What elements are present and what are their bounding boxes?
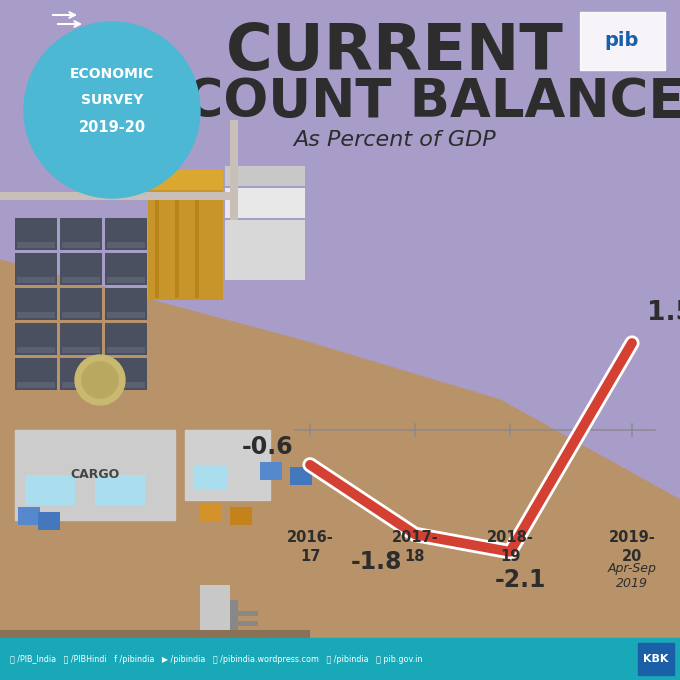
Text: SURVEY: SURVEY	[81, 93, 143, 107]
Bar	[238, 621, 258, 626]
Bar	[225, 220, 305, 280]
Text: As Percent of GDP: As Percent of GDP	[294, 130, 496, 150]
Bar	[17, 382, 55, 388]
Bar	[200, 585, 230, 630]
Bar	[17, 347, 55, 353]
Bar	[260, 462, 282, 480]
Bar	[60, 358, 102, 390]
Bar	[107, 382, 145, 388]
Bar	[0, 638, 680, 680]
Text: -1.8: -1.8	[352, 550, 403, 575]
Bar	[580, 12, 665, 70]
Bar	[60, 253, 102, 285]
Bar	[18, 507, 40, 525]
Bar	[238, 611, 258, 616]
Text: ACCOUNT BALANCE: ACCOUNT BALANCE	[105, 76, 680, 128]
Bar	[62, 382, 100, 388]
Bar	[60, 218, 102, 250]
Text: -0.6: -0.6	[242, 435, 294, 459]
Bar	[155, 192, 159, 298]
Bar	[193, 465, 228, 490]
Bar	[105, 323, 147, 355]
Bar	[225, 188, 305, 218]
Bar	[60, 323, 102, 355]
Bar	[230, 600, 238, 630]
Text: 1.5: 1.5	[647, 300, 680, 326]
Text: 2017-
18: 2017- 18	[392, 530, 439, 564]
Bar	[62, 312, 100, 318]
Text: ECONOMIC: ECONOMIC	[70, 67, 154, 81]
Circle shape	[24, 22, 200, 198]
Bar	[15, 323, 57, 355]
Bar	[107, 242, 145, 248]
Bar	[15, 218, 57, 250]
Bar	[17, 312, 55, 318]
Bar	[62, 277, 100, 283]
Bar	[107, 347, 145, 353]
Text: 2019-
20: 2019- 20	[609, 530, 656, 564]
Bar	[105, 218, 147, 250]
Bar	[225, 166, 305, 186]
Bar	[148, 170, 223, 190]
Text: CARGO: CARGO	[70, 469, 120, 481]
Bar	[62, 242, 100, 248]
Text: pib: pib	[605, 31, 639, 50]
Bar	[17, 242, 55, 248]
Bar	[195, 192, 199, 298]
Text: -2.1: -2.1	[494, 568, 545, 592]
Bar	[638, 643, 674, 675]
Bar	[290, 467, 312, 485]
Bar	[25, 475, 75, 505]
Bar	[15, 253, 57, 285]
Bar	[148, 190, 223, 300]
Text: CURRENT: CURRENT	[226, 21, 564, 83]
Bar	[15, 358, 57, 390]
Bar	[0, 192, 230, 200]
Text: 🐦 /PIB_India   🐦 /PIBHindi   f /pibindia   ▶ /pibindia   🌐 /pibindia.wordpress.c: 🐦 /PIB_India 🐦 /PIBHindi f /pibindia ▶ /…	[10, 654, 422, 664]
Bar	[95, 475, 145, 505]
Text: 2019-20: 2019-20	[78, 120, 146, 135]
Circle shape	[82, 362, 118, 398]
Bar	[60, 288, 102, 320]
Polygon shape	[0, 260, 680, 680]
Bar	[230, 120, 238, 220]
Bar	[200, 504, 222, 522]
Circle shape	[75, 355, 125, 405]
Bar	[105, 253, 147, 285]
Bar	[105, 288, 147, 320]
Bar	[62, 347, 100, 353]
Bar	[107, 312, 145, 318]
Bar	[185, 430, 270, 500]
Text: KBK: KBK	[643, 654, 668, 664]
Bar	[230, 507, 252, 525]
Bar	[17, 277, 55, 283]
Bar	[107, 277, 145, 283]
Bar	[15, 430, 175, 520]
Text: Apr-Sep
2019: Apr-Sep 2019	[607, 562, 656, 590]
Bar	[105, 358, 147, 390]
Bar	[15, 288, 57, 320]
Text: 2018-
19: 2018- 19	[487, 530, 533, 564]
Bar	[175, 192, 179, 298]
Text: 2016-
17: 2016- 17	[287, 530, 333, 564]
Bar	[38, 512, 60, 530]
Bar	[0, 630, 310, 638]
